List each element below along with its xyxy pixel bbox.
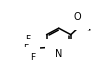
Text: F: F	[25, 35, 30, 44]
Text: N: N	[55, 49, 62, 59]
Text: F: F	[23, 44, 28, 53]
Text: F: F	[30, 53, 35, 62]
Text: O: O	[73, 12, 81, 22]
